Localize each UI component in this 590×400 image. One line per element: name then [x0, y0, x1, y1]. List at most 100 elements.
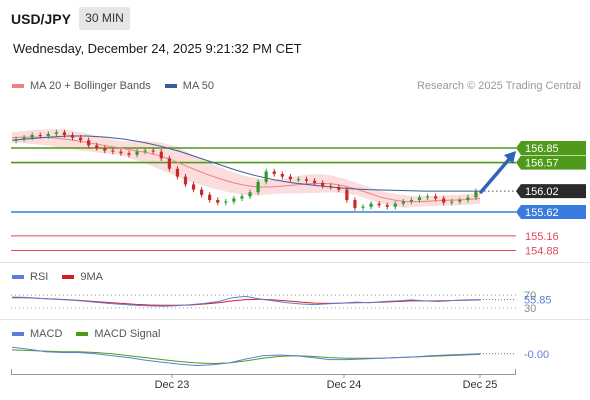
candle-body: [361, 206, 365, 208]
candle-body: [377, 203, 381, 206]
ma50-swatch: [164, 84, 177, 88]
rsi-y-label: 70: [524, 290, 536, 302]
legend-macd: MACD: [12, 328, 62, 340]
legend-macd-label: MACD: [30, 328, 63, 340]
candle-body: [183, 176, 188, 185]
candle-body: [425, 196, 430, 198]
candle-body: [256, 181, 260, 193]
forecast-arrow-shaft: [479, 155, 513, 194]
candle-body: [208, 194, 212, 201]
candle-body: [337, 187, 341, 190]
legend-ma50-label: MA 50: [182, 80, 214, 92]
x-label-dec-23: Dec 23: [155, 379, 190, 391]
candle-body: [458, 200, 462, 202]
main-legend: MA 20 + Bollinger Bands MA 50: [12, 80, 228, 92]
rsi-current-value: 55.85: [524, 295, 552, 307]
candle-body: [127, 153, 131, 155]
candle-body: [70, 134, 75, 138]
candle-body: [369, 203, 373, 207]
ma50-line: [11, 135, 480, 192]
candle-body: [30, 134, 34, 138]
candle-body: [200, 189, 204, 195]
ma9-swatch: [62, 275, 75, 279]
rsi-9ma-line: [12, 297, 481, 306]
candle-body: [167, 158, 171, 169]
candle-body: [111, 150, 115, 152]
bollinger-band: [12, 129, 480, 208]
x-label-dec-25: Dec 25: [463, 379, 498, 391]
candle-body: [151, 150, 155, 152]
candle-body: [409, 200, 414, 202]
candle-body: [321, 182, 325, 186]
legend-9ma: 9MA: [62, 271, 103, 283]
candle-body: [175, 168, 180, 177]
legend-macd-signal: MACD Signal: [76, 328, 160, 340]
legend-rsi: RSI: [12, 271, 48, 283]
candle-body: [345, 189, 349, 201]
candle-body: [135, 151, 139, 155]
macd-signal-swatch: [76, 332, 89, 336]
candle-body: [143, 150, 147, 152]
macd-panel: -0.00: [11, 346, 549, 366]
legend-macd-signal-label: MACD Signal: [94, 328, 161, 340]
candle-body: [119, 151, 123, 154]
level-tag-label: 155.62: [525, 207, 559, 219]
candle-body: [385, 205, 389, 207]
level-tag-label: 156.57: [525, 158, 559, 170]
candle-body: [232, 198, 236, 202]
candle-body: [272, 171, 276, 175]
legend-ma20: MA 20 + Bollinger Bands: [12, 80, 151, 92]
level-tag-label: 155.16: [525, 231, 559, 243]
candle-body: [54, 132, 58, 134]
candle-body: [95, 145, 99, 148]
candle-body: [288, 176, 292, 180]
candle-body: [78, 137, 83, 141]
macd-line: [11, 346, 481, 366]
candle-body: [46, 133, 50, 137]
candle-body: [312, 180, 317, 183]
rsi-line: [11, 295, 481, 307]
candle-body: [353, 200, 357, 208]
symbol-title: USD/JPY: [11, 11, 71, 27]
candle-body: [401, 201, 405, 204]
level-tag-155.62: [516, 205, 586, 219]
candle-body: [280, 174, 284, 177]
candle-body: [224, 201, 228, 203]
level-tag-156.85: [516, 141, 586, 155]
candle-body: [296, 179, 301, 181]
candle-body: [14, 139, 18, 141]
level-tag-label: 156.85: [525, 143, 559, 155]
x-label-dec-24: Dec 24: [327, 379, 362, 391]
level-tag-label: 154.88: [525, 246, 559, 258]
candle-body: [240, 196, 244, 199]
level-tag-156.02: [516, 184, 586, 199]
legend-ma50: MA 50: [164, 80, 214, 92]
rsi-y-label: 30: [524, 303, 536, 315]
level-tag-label: 156.02: [525, 186, 559, 198]
candle-body: [38, 134, 42, 137]
candle-body: [417, 197, 422, 201]
candle-body: [62, 132, 67, 135]
credit-text: Research © 2025 Trading Central: [416, 80, 581, 92]
interval-button[interactable]: 30 MIN: [79, 7, 130, 30]
price-panel: 156.85 156.57 156.02 155.62 155.16 154.88: [0, 129, 590, 320]
candle-body: [329, 185, 333, 188]
candle-body: [159, 151, 163, 159]
forecast-arrow-head: [504, 151, 516, 164]
candle-body: [466, 197, 470, 201]
legend-rsi-label: RSI: [30, 271, 49, 283]
candle-body: [474, 191, 478, 198]
candle-body: [103, 148, 107, 151]
ma20-swatch: [12, 84, 24, 88]
candle-body: [216, 200, 220, 203]
candle-body: [191, 184, 196, 190]
macd-current-value: -0.00: [524, 349, 549, 361]
candle-body: [304, 179, 309, 181]
candle-body: [248, 192, 252, 197]
rsi-swatch: [12, 275, 24, 279]
macd-swatch: [12, 332, 24, 336]
candle-body: [393, 203, 397, 207]
macd-legend: MACD MACD Signal: [12, 328, 174, 340]
timestamp: Wednesday, December 24, 2025 9:21:32 PM …: [13, 41, 302, 56]
